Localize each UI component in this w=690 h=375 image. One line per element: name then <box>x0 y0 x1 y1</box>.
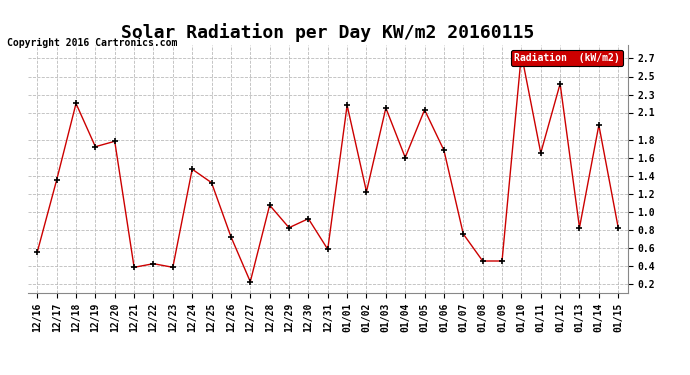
Legend: Radiation  (kW/m2): Radiation (kW/m2) <box>511 50 623 66</box>
Title: Solar Radiation per Day KW/m2 20160115: Solar Radiation per Day KW/m2 20160115 <box>121 23 534 42</box>
Text: Copyright 2016 Cartronics.com: Copyright 2016 Cartronics.com <box>7 38 177 48</box>
